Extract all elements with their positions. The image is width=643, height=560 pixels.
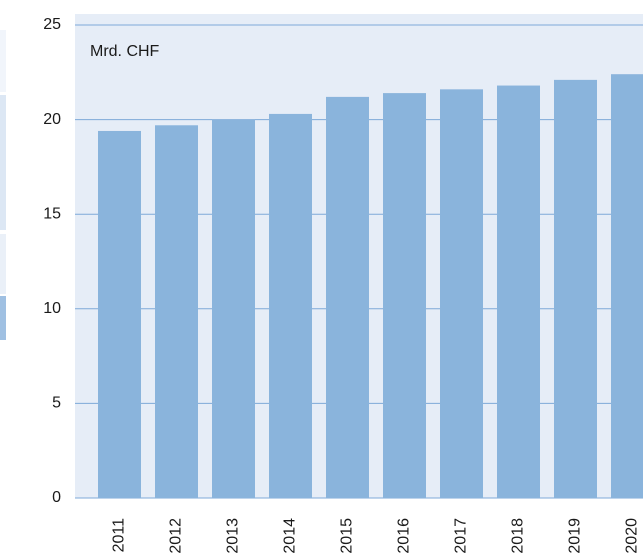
- y-tick-label: 5: [52, 395, 61, 412]
- x-tick-label: 2020: [624, 518, 641, 554]
- side-panel-strip: [0, 95, 6, 230]
- x-tick-label: 2014: [282, 518, 299, 554]
- bar: [440, 89, 483, 498]
- x-tick-label: 2019: [567, 518, 584, 554]
- bar: [326, 96, 369, 499]
- side-panel-strip: [0, 30, 6, 92]
- x-tick-label: 2011: [111, 518, 128, 553]
- bar: [212, 119, 255, 498]
- x-tick-label: 2017: [453, 518, 470, 554]
- y-tick-label: 25: [43, 16, 61, 33]
- x-tick-label: 2016: [396, 518, 413, 554]
- y-tick-label: 20: [43, 111, 61, 128]
- bar: [611, 74, 643, 498]
- side-panel-strip: [0, 234, 6, 294]
- unit-label: Mrd. CHF: [90, 43, 160, 60]
- side-panel-strip: [0, 296, 6, 340]
- bar: [155, 125, 198, 498]
- bar: [497, 85, 540, 498]
- bar: [269, 113, 312, 498]
- x-tick-label: 2012: [168, 518, 185, 554]
- x-tick-label: 2018: [510, 518, 527, 554]
- bar: [383, 93, 426, 498]
- y-tick-label: 10: [43, 300, 61, 317]
- y-tick-label: 0: [52, 489, 61, 506]
- bar: [554, 79, 597, 499]
- x-tick-label: 2015: [339, 518, 356, 554]
- x-tick-label: 2013: [225, 518, 242, 554]
- bar: [98, 130, 141, 498]
- y-tick-label: 15: [43, 205, 61, 222]
